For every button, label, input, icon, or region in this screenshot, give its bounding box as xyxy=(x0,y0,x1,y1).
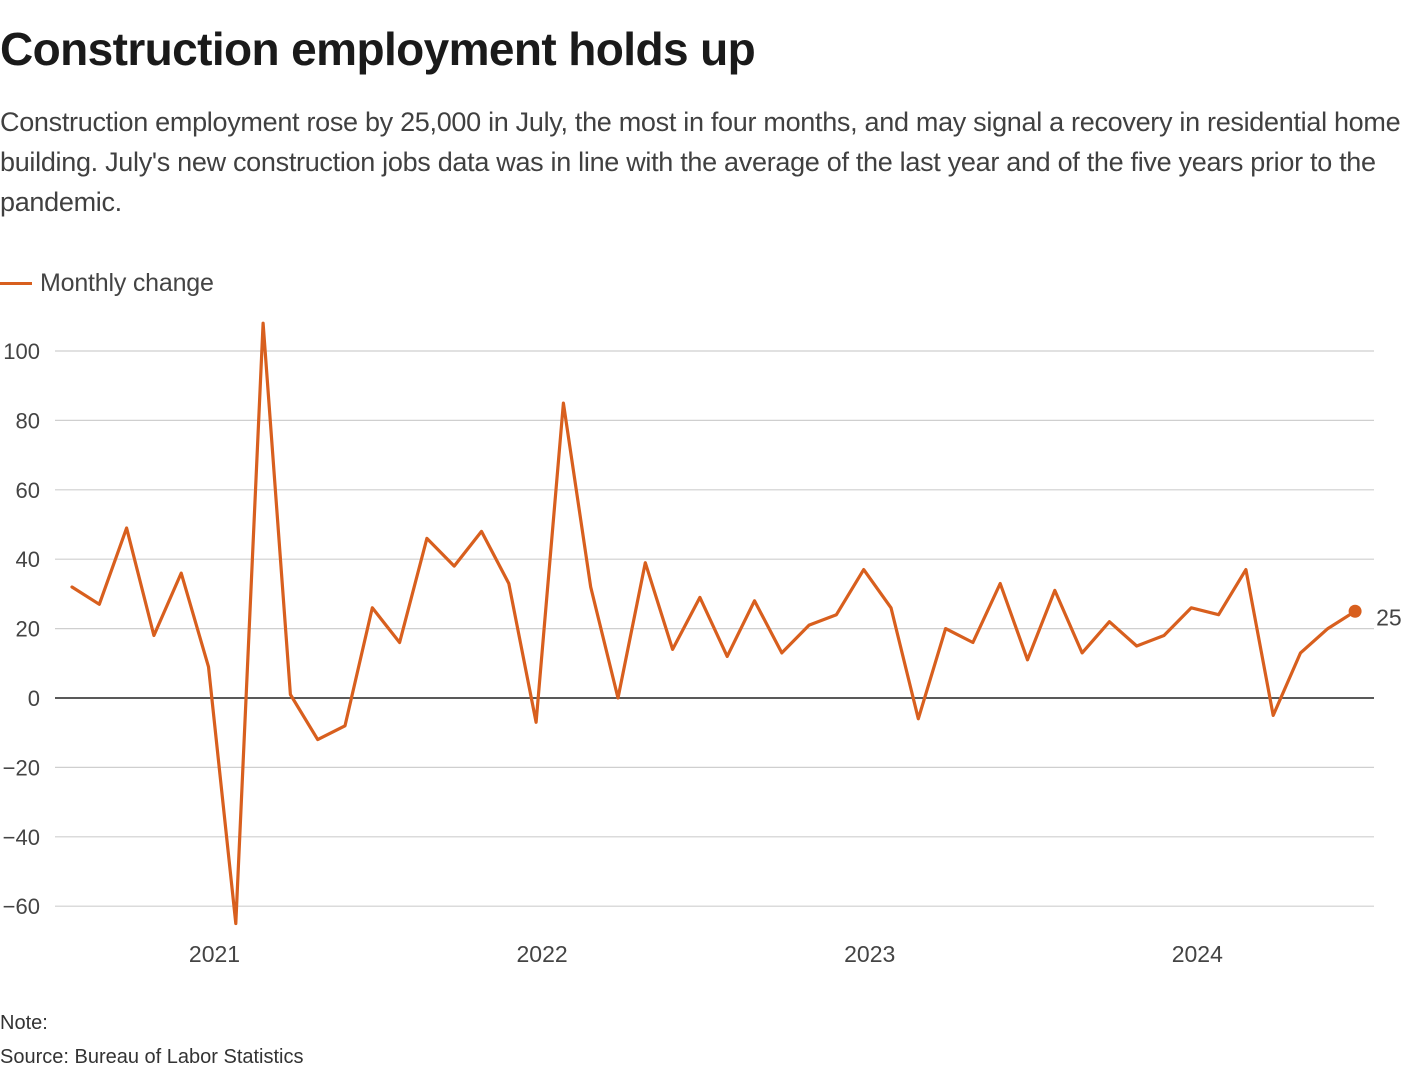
y-tick-label: −40 xyxy=(3,825,40,850)
end-point-marker xyxy=(1348,604,1362,618)
y-tick-label: 0 xyxy=(28,686,40,711)
legend: Monthly change xyxy=(0,268,214,298)
note: Note: xyxy=(0,1012,48,1034)
x-tick-label: 2022 xyxy=(517,941,568,967)
chart-subtitle: Construction employment rose by 25,000 i… xyxy=(0,107,1401,217)
end-point-label: 25 xyxy=(1376,604,1402,630)
legend-swatch xyxy=(0,281,32,285)
y-tick-label: 20 xyxy=(16,617,40,642)
source-prefix: Source: xyxy=(0,1046,75,1068)
line-chart: 100 80 60 40 20 0 −20 −40 −60 2021 2022 2023 2024 25 xyxy=(3,321,1402,967)
y-tick-label: 100 xyxy=(3,339,40,364)
chart-title: Construction employment holds up xyxy=(0,23,756,75)
x-tick-label: 2023 xyxy=(844,941,895,967)
y-tick-label: 60 xyxy=(16,478,40,503)
y-tick-label: −20 xyxy=(3,755,40,780)
source-line: Source: Bureau of Labor Statistics xyxy=(0,1046,304,1069)
x-tick-label: 2021 xyxy=(189,941,240,967)
legend-label: Monthly change xyxy=(40,268,214,297)
x-tick-label: 2024 xyxy=(1172,941,1223,967)
y-tick-label: 80 xyxy=(16,408,40,433)
y-tick-label: −60 xyxy=(3,894,40,919)
source-name: Bureau of Labor Statistics xyxy=(74,1046,304,1068)
y-tick-label: 40 xyxy=(16,547,40,572)
series-line xyxy=(70,321,1357,926)
